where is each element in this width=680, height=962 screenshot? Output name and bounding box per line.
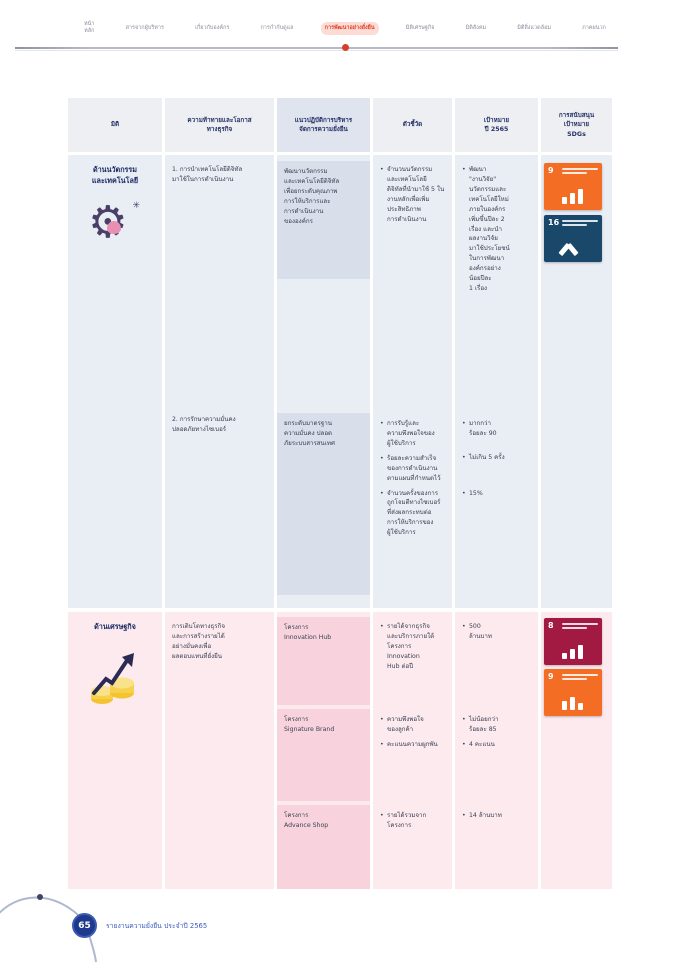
target-bullet: 14 ล้านบาท bbox=[462, 811, 531, 821]
nav-item-message[interactable]: สารจากผู้บริหาร bbox=[125, 24, 164, 31]
approach-text: โครงการ Innovation Hub bbox=[284, 624, 332, 641]
header-cell-approach: แนวปฏิบัติการบริหาร จัดการความยั่งยืน bbox=[277, 98, 373, 152]
target-bullet: มากกว่า ร้อยละ 90 bbox=[462, 419, 531, 439]
target-bullet: 15% bbox=[462, 489, 531, 499]
nav-item-economy[interactable]: มิติเศรษฐกิจ bbox=[405, 24, 435, 31]
nav-item-environment[interactable]: มิติสิ่งแวดล้อม bbox=[517, 24, 551, 31]
target-bullet: 4 คะแนน bbox=[462, 740, 531, 750]
nav-item-sustainability-active[interactable]: การพัฒนาอย่างยั่งยืน bbox=[320, 21, 379, 35]
approach-text-1: พัฒนานวัตกรรม และเทคโนโลยีดิจิทัล เพื่อย… bbox=[284, 168, 340, 225]
approach-chunk-1: พัฒนานวัตกรรม และเทคโนโลยีดิจิทัล เพื่อย… bbox=[277, 161, 370, 279]
cell-challenge-economic: การเติบโตทางธุรกิจ และการสร้างรายได้ อย่… bbox=[165, 612, 277, 889]
indicator-bullet: การรับรู้และ ความพึงพอใจของ ผู้ใช้บริการ bbox=[380, 419, 445, 449]
sdg-number: 9 bbox=[548, 672, 554, 681]
cell-target-innovation: พัฒนา "งานวิจัย" นวัตกรรมและ เทคโนโลยีให… bbox=[455, 155, 541, 608]
nav-item-appendix[interactable]: ภาคผนวก bbox=[582, 24, 606, 31]
cell-indicator-economic: รายได้จากธุรกิจ และบริการภายใต้ โครงการ … bbox=[373, 612, 455, 889]
sdg-16-badge: 16 bbox=[544, 215, 602, 262]
header-label: เป้าหมาย ปี 2565 bbox=[483, 116, 510, 133]
cell-sdgs-economic: 8 9 bbox=[541, 612, 612, 889]
section-title: ด้านนวัตกรรม และเทคโนโลยี bbox=[91, 165, 139, 185]
indicator-bullet: จำนวนครั้งของการ ถูกโจมตีทางไซเบอร์ ที่ส… bbox=[380, 489, 445, 539]
approach-chunk-signature-brand: โครงการ Signature Brand bbox=[277, 709, 370, 801]
target-bullet: ไม่น้อยกว่า ร้อยละ 85 bbox=[462, 715, 531, 735]
cell-dimension-innovation: ด้านนวัตกรรม และเทคโนโลยี ⚙ ✳ bbox=[68, 155, 165, 608]
nav-items: หน้า หลัก สารจากผู้บริหาร เกี่ยวกับองค์ก… bbox=[80, 18, 610, 38]
header-cell-indicator: ตัวชี้วัด bbox=[373, 98, 455, 152]
indicator-bullet: ความพึงพอใจ ของลูกค้า bbox=[380, 715, 445, 735]
challenge-item-2: 2. การรักษาความมั่นคง ปลอดภัยทางไซเบอร์ bbox=[172, 416, 236, 433]
growth-chart-icon bbox=[68, 647, 162, 711]
header-label: การสนับสนุน เป้าหมาย SDGs bbox=[558, 111, 595, 138]
cell-challenge-innovation: 1. การนำเทคโนโลยีดิจิทัล มาใช้ในการดำเนิ… bbox=[165, 155, 277, 608]
challenge-item-1: 1. การนำเทคโนโลยีดิจิทัล มาใช้ในการดำเนิ… bbox=[172, 166, 243, 183]
cell-target-economic: 500 ล้านบาท ไม่น้อยกว่า ร้อยละ 85 4 คะแน… bbox=[455, 612, 541, 889]
cell-approach-innovation: พัฒนานวัตกรรม และเทคโนโลยีดิจิทัล เพื่อย… bbox=[277, 155, 373, 608]
target-bullet: 500 ล้านบาท bbox=[462, 622, 531, 642]
cell-sdgs-innovation: 9 16 bbox=[541, 155, 612, 608]
nav-active-marker-dot bbox=[342, 44, 349, 51]
sdg-9-badge: 9 bbox=[544, 669, 602, 716]
indicator-bullet: รายได้รวมจาก โครงการ bbox=[380, 811, 445, 831]
cell-indicator-innovation: จำนวนนวัตกรรม และเทคโนโลยี ดิจิทัลที่นำม… bbox=[373, 155, 455, 608]
nav-item-social[interactable]: มิติสังคม bbox=[465, 24, 487, 31]
nav-item-governance[interactable]: การกำกับดูแล bbox=[260, 24, 294, 31]
header-label: ตัวชี้วัด bbox=[402, 121, 423, 129]
indicator-bullet: คะแนนความผูกพัน bbox=[380, 740, 445, 750]
page-number-circle: 65 bbox=[72, 913, 97, 938]
footer-report-title: รายงานความยั่งยืน ประจำปี 2565 bbox=[106, 922, 208, 930]
sdg-number: 9 bbox=[548, 166, 554, 175]
page-number: 65 bbox=[78, 920, 91, 931]
section-title: ด้านเศรษฐกิจ bbox=[94, 622, 136, 631]
target-bullet: ไม่เกิน 5 ครั้ง bbox=[462, 453, 531, 463]
header-label: แนวปฏิบัติการบริหาร จัดการความยั่งยืน bbox=[294, 116, 353, 133]
sdg-number: 16 bbox=[548, 218, 560, 227]
cell-approach-economic: โครงการ Innovation Hub โครงการ Signature… bbox=[277, 612, 373, 889]
header-label: มิติ bbox=[110, 121, 120, 129]
indicator-bullet: ร้อยละความสำเร็จ ของการดำเนินงาน ตามแผนท… bbox=[380, 454, 445, 484]
section-economic: ด้านเศรษฐกิจ การ bbox=[68, 612, 612, 889]
approach-chunk-2: ยกระดับมาตรฐาน ความมั่นคง ปลอด ภัยระบบสา… bbox=[277, 413, 370, 595]
nav-item-about[interactable]: เกี่ยวกับองค์กร bbox=[195, 24, 230, 31]
sdg-8-badge: 8 bbox=[544, 618, 602, 665]
gear-icon: ⚙ ✳ bbox=[88, 196, 140, 248]
header-cell-challenge: ความท้าทายและโอกาส ทางธุรกิจ bbox=[165, 98, 277, 152]
indicator-bullet: จำนวนนวัตกรรม และเทคโนโลยี ดิจิทัลที่นำม… bbox=[380, 165, 445, 225]
approach-chunk-innovation-hub: โครงการ Innovation Hub bbox=[277, 617, 370, 705]
top-navigation: หน้า หลัก สารจากผู้บริหาร เกี่ยวกับองค์ก… bbox=[0, 14, 680, 44]
sdg-number: 8 bbox=[548, 621, 554, 630]
header-cell-dimension: มิติ bbox=[68, 98, 165, 152]
footer-decorative-curve bbox=[0, 894, 97, 962]
header-label: ความท้าทายและโอกาส ทางธุรกิจ bbox=[187, 116, 252, 133]
cell-dimension-economic: ด้านเศรษฐกิจ bbox=[68, 612, 165, 889]
nav-divider-line bbox=[15, 47, 618, 49]
table-header-row: มิติ ความท้าทายและโอกาส ทางธุรกิจ แนวปฏิ… bbox=[68, 98, 612, 152]
header-cell-sdgs: การสนับสนุน เป้าหมาย SDGs bbox=[541, 98, 612, 152]
approach-text-2: ยกระดับมาตรฐาน ความมั่นคง ปลอด ภัยระบบสา… bbox=[284, 420, 335, 447]
section-innovation: ด้านนวัตกรรม และเทคโนโลยี ⚙ ✳ 1. การนำเท… bbox=[68, 155, 612, 608]
materiality-table: มิติ ความท้าทายและโอกาส ทางธุรกิจ แนวปฏิ… bbox=[68, 98, 612, 889]
header-cell-target: เป้าหมาย ปี 2565 bbox=[455, 98, 541, 152]
challenge-text: การเติบโตทางธุรกิจ และการสร้างรายได้ อย่… bbox=[172, 623, 225, 660]
nav-divider-shadow bbox=[15, 50, 618, 51]
approach-chunk-advance-shop: โครงการ Advance Shop bbox=[277, 805, 370, 889]
indicator-bullet: รายได้จากธุรกิจ และบริการภายใต้ โครงการ … bbox=[380, 622, 445, 672]
sdg-9-badge: 9 bbox=[544, 163, 602, 210]
nav-item-home[interactable]: หน้า หลัก bbox=[84, 21, 95, 35]
approach-text: โครงการ Advance Shop bbox=[284, 812, 329, 829]
target-bullet: พัฒนา "งานวิจัย" นวัตกรรมและ เทคโนโลยีให… bbox=[462, 165, 531, 294]
approach-text: โครงการ Signature Brand bbox=[284, 716, 335, 733]
